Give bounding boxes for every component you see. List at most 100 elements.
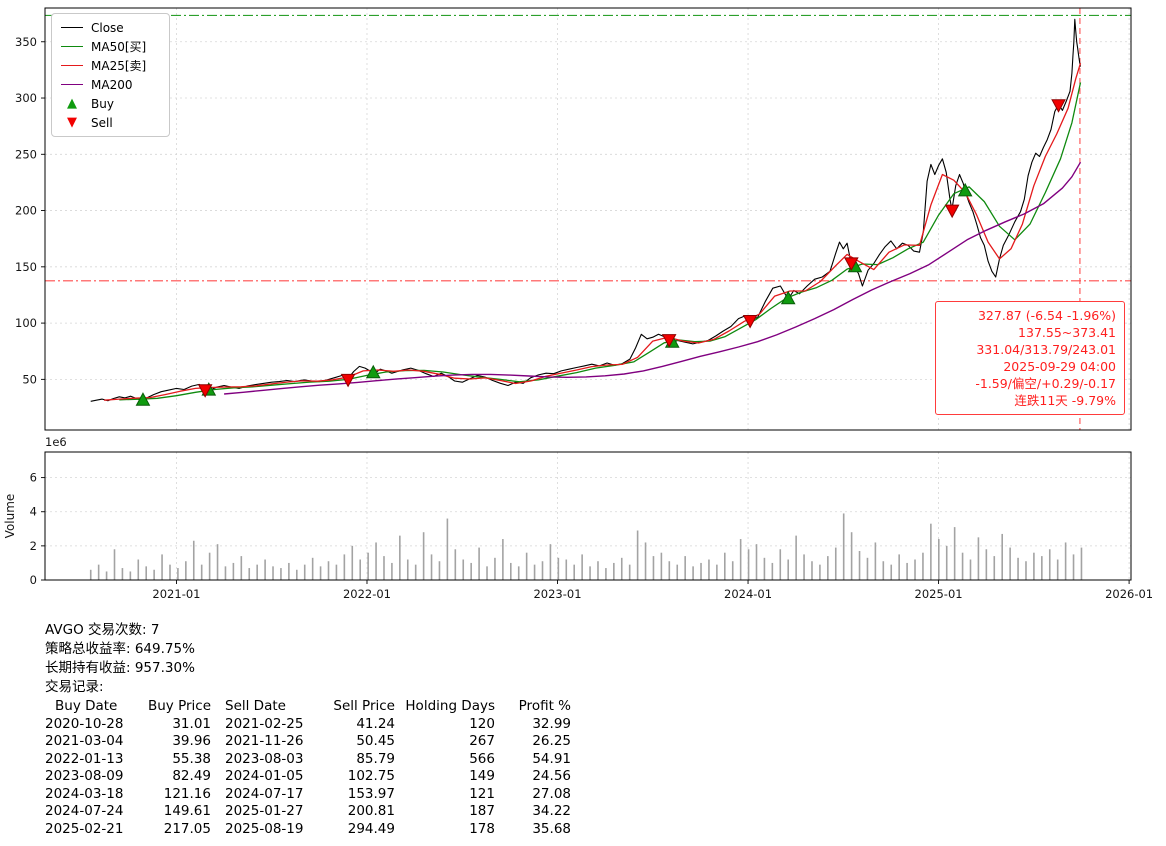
sell-marker	[1051, 99, 1066, 113]
buy-triangle-icon: ▲	[67, 96, 77, 111]
trade-cell: 39.96	[172, 733, 211, 749]
legend-line-swatch	[61, 46, 83, 47]
trade-records-label: 交易记录:	[45, 679, 104, 695]
x-tick-label: 2021-01	[152, 587, 200, 601]
trade-cell: 2024-01-05	[225, 768, 304, 784]
legend-item: ▲ Buy	[61, 96, 157, 111]
price-volume-chart: 2021-01 2022-01 2023-01 2024-01 2025-01 2026-…	[3, 7, 1153, 601]
trade-cell: 200.81	[347, 803, 395, 819]
close-line	[90, 18, 1082, 402]
trade-row: 2020-10-28 31.01 2021-02-25 41.24 120 32.99	[45, 716, 571, 734]
trade-cell: 2023-08-03	[225, 750, 304, 767]
trade-cell: 102.75	[347, 768, 395, 784]
trade-cell: 32.99	[532, 715, 571, 732]
trade-cell: 41.24	[356, 715, 395, 732]
trade-row: 2021-03-04 39.96 2021-11-26 50.45 267 26.25	[45, 733, 571, 751]
trade-cell: 178	[469, 820, 495, 837]
trade-cell: 2024-03-18	[45, 785, 124, 802]
strategy-return-line: 策略总收益率: 649.75%	[45, 641, 195, 657]
legend-item: MA25[卖]	[61, 58, 157, 73]
sell-triangle-icon: ▼	[67, 115, 77, 130]
sell-marker	[661, 334, 677, 348]
legend-line-swatch	[61, 84, 83, 85]
legend-item: ▼ Sell	[61, 115, 157, 130]
trade-cell: 149	[469, 768, 495, 784]
price-tick-label: 350	[15, 35, 37, 49]
trades-header-cell: Buy Date	[55, 698, 118, 714]
trade-cell: 85.79	[356, 750, 395, 767]
sell-marker	[742, 314, 758, 329]
price-annotation: 327.87 (-6.54 -1.96%) 137.55~373.41 331.04…	[935, 301, 1125, 415]
x-tick-label: 2023-01	[533, 587, 581, 601]
price-tick-label: 200	[15, 204, 37, 218]
trade-cell: 55.38	[172, 750, 211, 767]
volume-tick-label: 0	[30, 573, 37, 587]
trades-header-cell: Profit %	[518, 698, 571, 714]
price-tick-label: 100	[15, 316, 37, 330]
trade-cell: 294.49	[347, 820, 395, 837]
trade-cell: 24.56	[532, 768, 571, 784]
ma25-line	[104, 62, 1082, 401]
volume-scale-label: 1e6	[45, 435, 67, 449]
trade-cell: 121.16	[163, 785, 211, 802]
trade-row: 2024-03-18 121.16 2024-07-17 153.97 121 27.08	[45, 786, 571, 804]
trade-cell: 2022-01-13	[45, 750, 124, 767]
trade-row: 2022-01-13 55.38 2023-08-03 85.79 566 54.91	[45, 751, 571, 769]
volume-axis-label: Volume	[3, 494, 17, 539]
trade-cell: 2024-07-24	[45, 803, 124, 819]
price-plot-border	[44, 7, 1132, 431]
trade-cell: 26.25	[532, 733, 571, 749]
x-tick-label: 2024-01	[724, 587, 772, 601]
volume-tick-label: 4	[30, 505, 37, 519]
trade-cell: 149.61	[163, 803, 211, 819]
trade-row: 2025-02-21 217.05 2025-08-19 294.49 178 35.68	[45, 821, 571, 839]
annotation-line: 327.87 (-6.54 -1.96%)	[977, 308, 1116, 323]
chart-legend: Close MA50[买] MA25[卖] MA200 ▲ Buy ▼ Sell	[51, 13, 170, 137]
trade-cell: 2021-02-25	[225, 715, 304, 732]
buy-marker	[365, 364, 381, 379]
sell-marker	[944, 204, 960, 219]
trade-cell: 2023-08-09	[45, 768, 124, 784]
legend-label: Buy	[91, 96, 114, 111]
legend-line-swatch	[61, 27, 83, 28]
sell-marker	[197, 384, 213, 398]
trade-row: 2024-07-24 149.61 2025-01-27 200.81 187 34.22	[45, 803, 571, 821]
annotation-line: -1.59/偏空/+0.29/-0.17	[975, 376, 1116, 391]
price-tick-label: 150	[15, 260, 37, 274]
trade-cell: 153.97	[347, 785, 395, 802]
trade-cell: 82.49	[172, 768, 211, 784]
price-tick-label: 50	[22, 372, 37, 386]
legend-item: MA50[买]	[61, 39, 157, 54]
legend-label: MA25[卖]	[91, 59, 147, 73]
legend-label: MA200	[91, 77, 133, 92]
volume-tick-label: 6	[30, 471, 37, 485]
trade-cell: 2021-03-04	[45, 733, 124, 749]
legend-item: Close	[61, 20, 157, 35]
trade-count-line: AVGO 交易次数: 7	[45, 622, 160, 638]
trades-header-cell: Sell Price	[333, 698, 395, 714]
annotation-line: 137.55~373.41	[1018, 325, 1116, 340]
trade-cell: 566	[469, 750, 495, 767]
buy-marker	[780, 290, 796, 305]
trade-cell: 2021-11-26	[225, 733, 304, 749]
legend-label: MA50[买]	[91, 40, 147, 54]
trades-header-row: Buy Date Buy Price Sell Date Sell Price Hold…	[45, 698, 571, 716]
trade-cell: 120	[469, 715, 495, 732]
trade-cell: 121	[469, 785, 495, 802]
buy-marker	[957, 182, 973, 197]
sell-marker	[843, 257, 859, 271]
buyhold-return-line: 长期持有收益: 957.30%	[45, 660, 195, 676]
trade-cell: 50.45	[356, 733, 395, 749]
sell-marker	[340, 373, 356, 388]
trades-table: Buy Date Buy Price Sell Date Sell Price Hold…	[45, 698, 571, 838]
volume-plot-border	[44, 451, 1132, 581]
trade-cell: 54.91	[532, 750, 571, 767]
ma200-line	[224, 161, 1082, 395]
trade-cell: 2024-07-17	[225, 785, 304, 802]
annotation-line: 连跌11天 -9.79%	[1014, 393, 1116, 408]
trade-cell: 27.08	[532, 785, 571, 802]
legend-line-swatch	[61, 65, 83, 66]
trades-header-cell: Buy Price	[147, 698, 211, 714]
trade-cell: 217.05	[163, 820, 211, 837]
